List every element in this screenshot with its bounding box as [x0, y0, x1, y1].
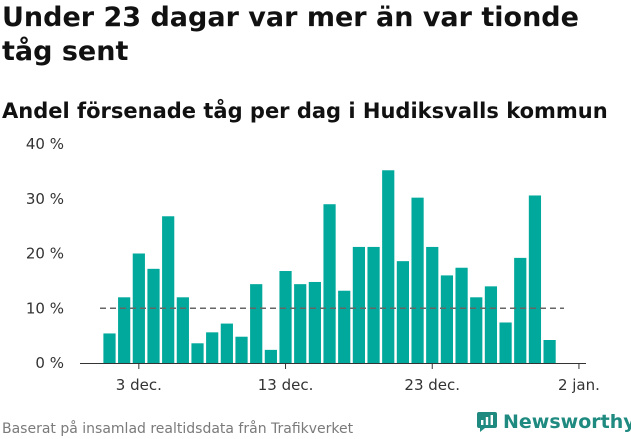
y-tick-label: 40 %: [26, 135, 64, 153]
bar[interactable]: [470, 297, 483, 363]
chart-subtitle: Andel försenade tåg per dag i Hudiksvall…: [2, 99, 608, 123]
bar[interactable]: [176, 297, 189, 363]
bar[interactable]: [294, 284, 307, 363]
bar[interactable]: [396, 261, 409, 363]
bar[interactable]: [279, 271, 292, 363]
bar[interactable]: [484, 286, 498, 363]
bar[interactable]: [264, 349, 277, 363]
x-tick-label: 23 dec.: [404, 376, 460, 394]
bar[interactable]: [426, 246, 439, 363]
bar[interactable]: [118, 297, 131, 363]
brand-name: Newsworthy: [503, 411, 631, 433]
y-tick-label: 10 %: [26, 299, 64, 317]
bar[interactable]: [308, 281, 321, 363]
x-tick-label: 3 dec.: [116, 376, 162, 394]
bar[interactable]: [338, 290, 351, 363]
bars: [103, 170, 556, 364]
x-tick-label: 13 dec.: [258, 376, 314, 394]
bar[interactable]: [499, 322, 512, 363]
bar[interactable]: [455, 267, 468, 363]
y-tick-label: 0 %: [35, 354, 64, 372]
bar[interactable]: [162, 216, 175, 363]
y-tick-label: 20 %: [26, 245, 64, 263]
bar[interactable]: [220, 323, 233, 363]
y-axis: 0 % 10 % 20 % 30 % 40 %: [26, 135, 64, 372]
bar[interactable]: [543, 340, 556, 363]
bar[interactable]: [382, 170, 395, 363]
x-tick-label: 2 jan.: [558, 376, 600, 394]
bar[interactable]: [206, 332, 219, 363]
bar[interactable]: [528, 195, 542, 363]
bar[interactable]: [323, 204, 336, 363]
y-tick-label: 30 %: [26, 190, 64, 208]
newsworthy-logo[interactable]: Newsworthy: [476, 409, 631, 435]
bar[interactable]: [235, 336, 248, 363]
bar[interactable]: [411, 197, 424, 363]
chart-title: Under 23 dagar var mer än var tionde tåg…: [2, 2, 579, 67]
source-note: Baserat på insamlad realtidsdata från Tr…: [2, 421, 354, 437]
bar[interactable]: [132, 253, 145, 364]
bar[interactable]: [514, 257, 527, 363]
bar[interactable]: [367, 246, 380, 363]
newsworthy-logo-icon: [477, 412, 497, 432]
bar[interactable]: [147, 268, 160, 363]
bar[interactable]: [103, 333, 116, 363]
bar[interactable]: [352, 246, 365, 363]
bar[interactable]: [191, 343, 204, 363]
bar[interactable]: [250, 284, 263, 363]
bar[interactable]: [440, 275, 454, 363]
x-axis: 3 dec. 13 dec. 23 dec. 2 jan.: [116, 363, 600, 394]
